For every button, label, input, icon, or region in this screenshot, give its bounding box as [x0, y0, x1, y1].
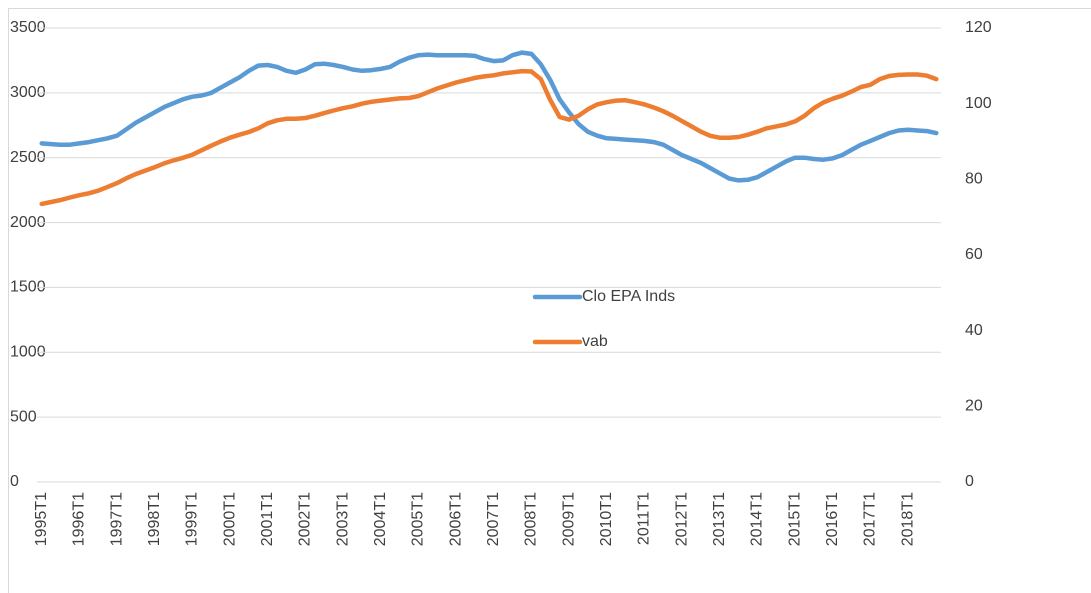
- x-tick-label: 2015T1: [786, 492, 803, 546]
- y-tick-label: 2500: [10, 149, 46, 166]
- x-tick-label: 2005T1: [410, 492, 427, 546]
- y-tick-label: 1500: [10, 279, 46, 296]
- y-tick-label: 500: [10, 408, 37, 425]
- x-tick-label: 2004T1: [372, 492, 389, 546]
- legend-label: vab: [582, 333, 608, 350]
- chart-border: [8, 8, 1091, 593]
- x-tick-label: 2009T1: [560, 492, 577, 546]
- y-tick-label: 0: [10, 473, 19, 490]
- y-tick-label: 3500: [10, 19, 46, 36]
- x-tick-label: 2017T1: [862, 492, 879, 546]
- x-tick-label: 2013T1: [711, 492, 728, 546]
- y-tick-label: 2000: [10, 214, 46, 231]
- y2-tick-label: 40: [965, 322, 983, 339]
- x-tick-label: 2012T1: [673, 492, 690, 546]
- x-tick-label: 2008T1: [523, 492, 540, 546]
- y2-tick-label: 20: [965, 398, 983, 415]
- x-tick-label: 2018T1: [899, 492, 916, 546]
- y2-tick-label: 60: [965, 246, 983, 263]
- line-series: [39, 68, 939, 207]
- x-tick-label: 2011T1: [636, 492, 653, 545]
- x-tick-label: 2016T1: [824, 492, 841, 546]
- x-tick-label: 2007T1: [485, 492, 502, 546]
- x-tick-label: 2006T1: [447, 492, 464, 546]
- y2-tick-label: 80: [965, 171, 983, 188]
- x-tick-label: 2003T1: [334, 492, 351, 546]
- x-tick-label: 2002T1: [297, 492, 314, 546]
- line-series: [39, 50, 939, 183]
- legend-label: Clo EPA Inds: [582, 288, 675, 305]
- x-tick-label: 1996T1: [71, 492, 88, 546]
- x-tick-label: 1997T1: [108, 492, 125, 546]
- x-tick-label: 2010T1: [598, 492, 615, 546]
- y2-tick-label: 120: [965, 19, 992, 36]
- y-tick-label: 1000: [10, 344, 46, 361]
- x-tick-label: 2001T1: [259, 492, 276, 546]
- x-tick-label: 2014T1: [749, 492, 766, 546]
- x-tick-label: 1998T1: [146, 492, 163, 546]
- x-tick-label: 2000T1: [221, 492, 238, 546]
- y2-tick-label: 100: [965, 95, 992, 112]
- x-tick-label: 1995T1: [33, 492, 50, 546]
- x-tick-label: 1999T1: [184, 492, 201, 546]
- y-tick-label: 3000: [10, 84, 46, 101]
- y2-tick-label: 0: [965, 473, 974, 490]
